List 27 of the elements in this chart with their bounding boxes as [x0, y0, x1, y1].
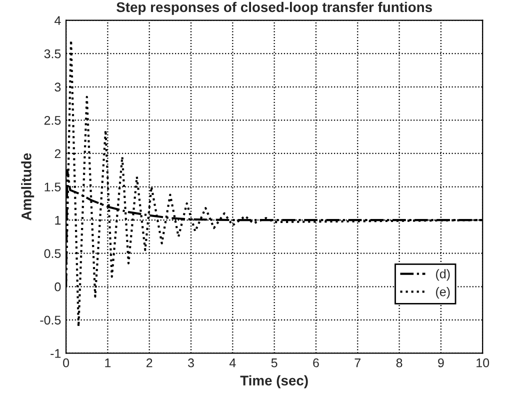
- x-tick-label: 8: [396, 358, 402, 368]
- x-axis-title: Time (sec): [240, 375, 308, 388]
- chart-title: Step responses of closed-loop transfer funtions: [116, 2, 432, 15]
- x-tick-label: 10: [476, 358, 490, 368]
- y-axis-title: Amplitude: [21, 153, 34, 220]
- y-tick-label: -0.5: [40, 316, 61, 325]
- y-tick-label: 0: [54, 282, 61, 292]
- y-tick-label: 1: [55, 216, 61, 225]
- x-tick-label: 6: [313, 358, 319, 368]
- x-tick-label: 7: [354, 358, 360, 368]
- y-tick-label: 4: [54, 16, 61, 25]
- x-tick-label: 5: [271, 358, 278, 368]
- x-tick-label: 4: [229, 358, 236, 368]
- y-tick-label: 1.5: [44, 182, 61, 192]
- y-tick-label: 2.5: [44, 116, 61, 125]
- y-tick-label: -1: [50, 349, 61, 358]
- legend-label: (d): [436, 269, 450, 281]
- legend-label: (e): [436, 287, 450, 299]
- x-tick-label: 1: [105, 358, 111, 368]
- y-tick-label: 0.5: [44, 249, 61, 258]
- x-tick-label: 0: [63, 358, 70, 368]
- x-tick-label: 9: [438, 358, 444, 368]
- y-tick-label: 2: [54, 149, 61, 158]
- y-tick-label: 3.5: [44, 49, 61, 58]
- x-tick-label: 3: [188, 358, 194, 368]
- x-tick-label: 2: [146, 358, 152, 368]
- y-tick-label: 3: [54, 82, 61, 92]
